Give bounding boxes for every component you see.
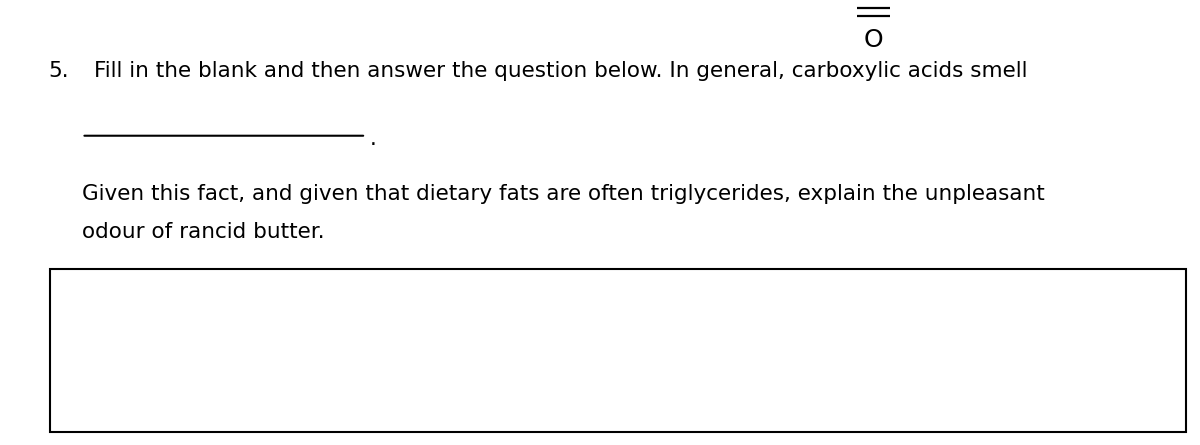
Text: 5.: 5.: [48, 61, 68, 81]
Bar: [50, 269, 1186, 432]
Text: Fill in the blank and then answer the question below. In general, carboxylic aci: Fill in the blank and then answer the qu…: [94, 61, 1027, 81]
Text: .: .: [370, 129, 377, 149]
Text: odour of rancid butter.: odour of rancid butter.: [82, 222, 324, 242]
Text: Given this fact, and given that dietary fats are often triglycerides, explain th: Given this fact, and given that dietary …: [82, 184, 1044, 203]
Text: O: O: [864, 28, 883, 52]
